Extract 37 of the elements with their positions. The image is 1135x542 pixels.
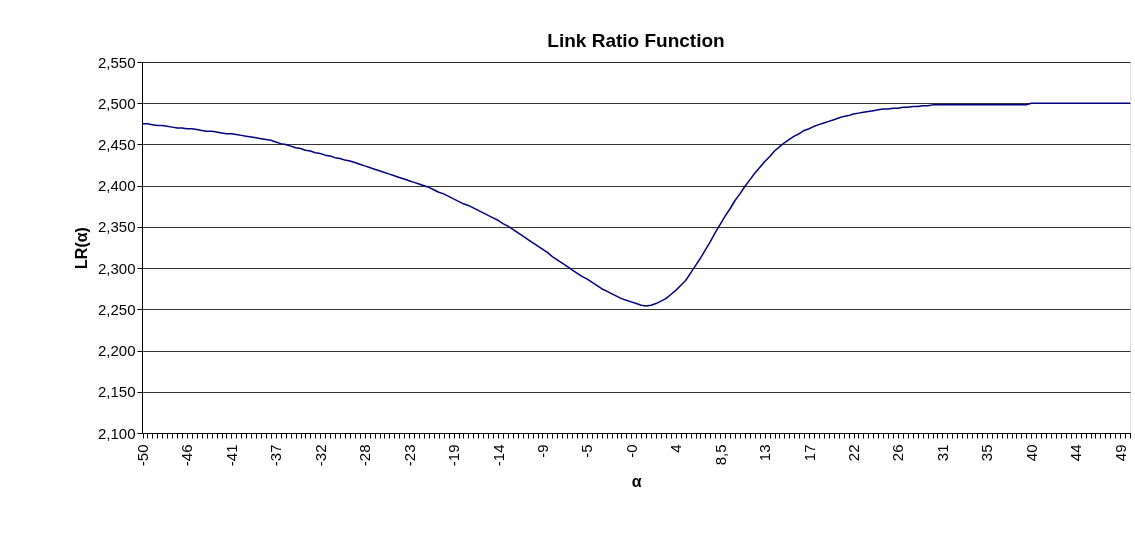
x-tick-label: 35	[978, 444, 996, 462]
chart-title: Link Ratio Function	[547, 30, 725, 51]
x-tick-label: 22	[845, 444, 862, 462]
y-tick-label: 2,350	[97, 218, 136, 236]
y-tick-label: 2,250	[97, 300, 136, 318]
x-tick-label: -37	[267, 444, 285, 467]
y-tick-label: 2,200	[97, 342, 136, 360]
y-tick-label: 2,300	[97, 259, 136, 277]
x-tick-label: 8,5	[711, 444, 729, 466]
x-tick-label: -41	[222, 444, 240, 467]
x-tick-label: 44	[1067, 444, 1085, 462]
x-tick-label: 13	[756, 444, 774, 462]
x-tick-label: -28	[356, 444, 374, 467]
y-tick-label: 2,550	[97, 53, 136, 71]
x-tick-label: -14	[489, 444, 507, 467]
x-tick-label: 40	[1022, 444, 1040, 462]
x-tick-label: 17	[800, 444, 818, 462]
y-tick-label: 2,500	[97, 94, 136, 112]
x-tick-label: -9	[533, 444, 551, 458]
x-tick-label: -32	[311, 444, 329, 467]
y-axis-title: LR(α)	[72, 227, 90, 269]
x-tick-label: -23	[400, 444, 418, 467]
x-tick-label: -5	[578, 444, 596, 458]
x-tick-label: 26	[889, 444, 907, 462]
y-tick-label: 2,150	[97, 383, 136, 401]
y-tick-label: 2,100	[97, 424, 136, 442]
x-tick-label: 4	[667, 444, 685, 453]
line-series	[141, 102, 1131, 307]
x-tick-label: -50	[134, 444, 151, 467]
x-tick-label: 49	[1111, 444, 1129, 462]
x-tick-label: -19	[445, 444, 463, 467]
x-tick-label: -0	[622, 444, 640, 458]
x-tick-label: 31	[933, 444, 951, 462]
x-tick-label: -46	[178, 444, 196, 467]
x-axis-title: α	[631, 473, 642, 491]
y-tick-label: 2,450	[97, 135, 136, 153]
y-tick-label: 2,400	[97, 177, 136, 195]
